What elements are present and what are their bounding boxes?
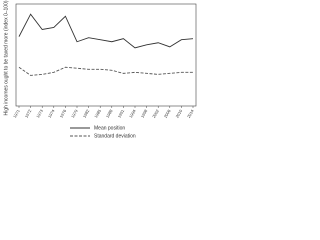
plot-frame <box>15 3 197 107</box>
y-axis-label: High incomes ought to be taxed more (ind… <box>3 0 9 115</box>
x-tick-label: 2002 <box>151 108 160 119</box>
x-tick-label: 2010 <box>174 108 183 119</box>
legend-label: Standard deviation <box>94 133 136 139</box>
legend-label: Mean position <box>94 125 125 131</box>
x-tick-label: 1994 <box>128 108 137 119</box>
line-series <box>18 13 194 49</box>
x-tick-label: 1982 <box>82 108 91 119</box>
x-tick-label: 1972 <box>24 108 33 119</box>
x-tick-label: 1974 <box>47 108 56 119</box>
x-tick-label: 1973 <box>35 108 44 119</box>
line-series <box>18 66 193 76</box>
x-tick-label: 1976 <box>58 108 67 119</box>
x-tick-label: 1971 <box>12 108 21 119</box>
x-tick-label: 2006 <box>163 108 172 119</box>
x-tick-label: 1998 <box>140 108 149 119</box>
x-tick-label: 1985 <box>93 108 102 119</box>
x-tick-label: 2014 <box>186 108 195 119</box>
x-tick-label: 1979 <box>70 108 79 119</box>
chart: High incomes ought to be taxed more (ind… <box>3 0 197 139</box>
x-tick-label: 1991 <box>116 108 125 119</box>
x-tick-label: 1988 <box>105 108 114 119</box>
